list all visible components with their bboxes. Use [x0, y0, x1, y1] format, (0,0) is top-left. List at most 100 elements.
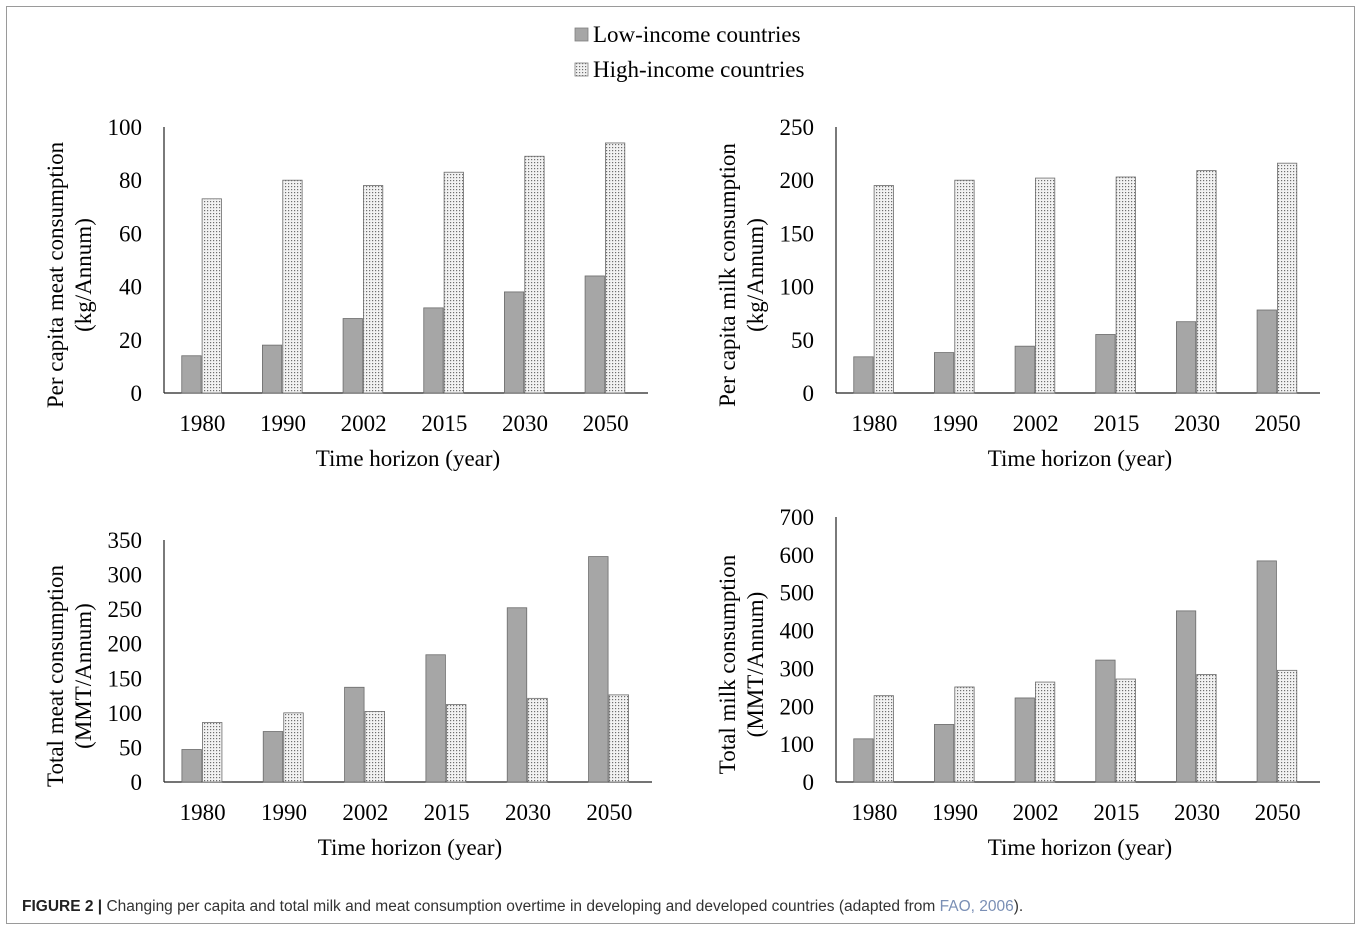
y-tick-label: 80 [119, 168, 142, 193]
bar-high-income [608, 694, 630, 783]
x-tick-label: 2050 [1255, 800, 1301, 825]
bar-high-income [1277, 162, 1298, 394]
y-tick-label: 700 [780, 505, 815, 530]
y-tick-label: 40 [119, 275, 142, 300]
bar-high-income [1035, 177, 1056, 394]
bar-high-income [202, 722, 223, 783]
figure-caption: FIGURE 2 | Changing per capita and total… [22, 898, 1342, 916]
y-tick-label: 100 [780, 275, 815, 300]
y-tick-label: 200 [780, 168, 815, 193]
bar-high-income [873, 695, 894, 783]
bar-high-income [1196, 170, 1217, 394]
y-tick-label: 200 [108, 632, 143, 657]
y-axis-label: Total meat consumption (MMT/Annum) [43, 565, 96, 787]
bar-high-income [443, 171, 464, 394]
bar-low-income [425, 654, 446, 783]
bar-high-income [1115, 678, 1136, 783]
y-tick-label: 0 [131, 381, 143, 406]
y-axis-label: Per capita meat consumption (kg/Annum) [43, 141, 96, 408]
x-tick-label: 2030 [1174, 800, 1220, 825]
chart-total-milk: 0 100 200 300 400 500 600 700 1980 1990 2002 2015 20… [715, 505, 1320, 860]
x-tick-label: 2002 [341, 411, 387, 436]
bar-low-income [1014, 345, 1035, 394]
bar-low-income [934, 724, 955, 783]
bar-high-income [527, 697, 548, 783]
x-tick-label: 1990 [932, 800, 978, 825]
y-tick-label: 350 [108, 528, 143, 553]
bar-low-income [853, 356, 874, 394]
bar-low-income [342, 318, 363, 394]
y-tick-label: 100 [780, 732, 815, 757]
bar-high-income [1277, 669, 1298, 783]
legend-swatch-high-income [574, 62, 589, 77]
y-axis-label: Total milk consumption (MMT/Annum) [715, 554, 768, 774]
bar-low-income [506, 607, 528, 783]
y-tick-label: 50 [791, 328, 814, 353]
bar-low-income [262, 731, 284, 783]
legend-swatch-low-income [574, 27, 589, 42]
y-tick-label: 250 [780, 115, 815, 140]
x-tick-label: 2002 [342, 800, 388, 825]
y-tick-label: 300 [780, 656, 815, 681]
bar-high-income [1035, 681, 1056, 783]
bar-low-income [1014, 697, 1035, 783]
y-tick-label: 100 [108, 701, 143, 726]
bar-low-income [584, 275, 605, 394]
x-tick-label: 2002 [1013, 411, 1059, 436]
x-axis-label: Time horizon (year) [988, 446, 1172, 471]
y-tick-label: 0 [803, 381, 815, 406]
bar-high-income [363, 185, 384, 394]
bar-high-income [283, 712, 304, 783]
x-axis-label: Time horizon (year) [316, 446, 500, 471]
bar-low-income [1176, 321, 1197, 394]
bar-high-income [364, 711, 385, 783]
caption-end: ). [1013, 898, 1024, 915]
y-tick-label: 20 [119, 328, 142, 353]
y-tick-label: 150 [780, 221, 815, 246]
x-tick-label: 1980 [180, 800, 226, 825]
y-tick-label: 500 [780, 581, 815, 606]
y-tick-label: 600 [780, 543, 815, 568]
y-tick-label: 250 [108, 597, 143, 622]
bar-high-income [1115, 176, 1136, 394]
caption-label: FIGURE 2 | [22, 898, 103, 915]
x-tick-label: 2015 [421, 411, 467, 436]
x-tick-label: 2002 [1013, 800, 1059, 825]
bar-high-income [873, 185, 894, 394]
chart-per-capita-meat: 0 20 40 60 80 100 1980 1990 2002 2015 2030 2050 Time… [43, 115, 648, 471]
x-tick-label: 2015 [1093, 800, 1139, 825]
y-tick-label: 100 [108, 115, 143, 140]
x-axis-label: Time horizon (year) [988, 835, 1172, 860]
bar-low-income [262, 344, 283, 394]
bar-high-income [446, 704, 467, 783]
charts: 0 20 40 60 80 100 1980 1990 2002 2015 2030 2050 Time… [43, 115, 1320, 860]
caption-reference-link[interactable]: FAO, 2006 [939, 898, 1014, 915]
x-tick-label: 2030 [502, 411, 548, 436]
x-axis-label: Time horizon (year) [318, 835, 502, 860]
chart-per-capita-milk: 0 50 100 150 200 250 1980 1990 2002 2015 2030 2050 T… [715, 115, 1320, 471]
legend-label-low-income: Low-income countries [593, 22, 801, 47]
caption-text: Changing per capita and total milk and m… [102, 898, 940, 915]
y-tick-label: 50 [119, 735, 142, 760]
bar-high-income [1196, 674, 1217, 783]
y-tick-label: 400 [780, 619, 815, 644]
bar-low-income [504, 291, 525, 394]
chart-total-meat: 0 50 100 150 200 250 300 350 1980 1990 2002 2015 203… [43, 528, 652, 860]
y-tick-label: 60 [119, 221, 142, 246]
bar-low-income [1176, 610, 1197, 783]
bar-low-income [588, 556, 609, 783]
x-tick-label: 1990 [260, 411, 306, 436]
x-tick-label: 1980 [851, 800, 897, 825]
x-tick-label: 2030 [505, 800, 551, 825]
y-tick-label: 150 [108, 666, 143, 691]
bar-low-income [423, 307, 444, 394]
x-tick-label: 2050 [586, 800, 632, 825]
figure-frame [6, 6, 1355, 924]
x-tick-label: 2030 [1174, 411, 1220, 436]
x-tick-label: 1990 [932, 411, 978, 436]
y-tick-label: 0 [803, 770, 815, 795]
x-tick-label: 2015 [424, 800, 470, 825]
x-tick-label: 1980 [851, 411, 897, 436]
bar-high-income [524, 155, 545, 394]
